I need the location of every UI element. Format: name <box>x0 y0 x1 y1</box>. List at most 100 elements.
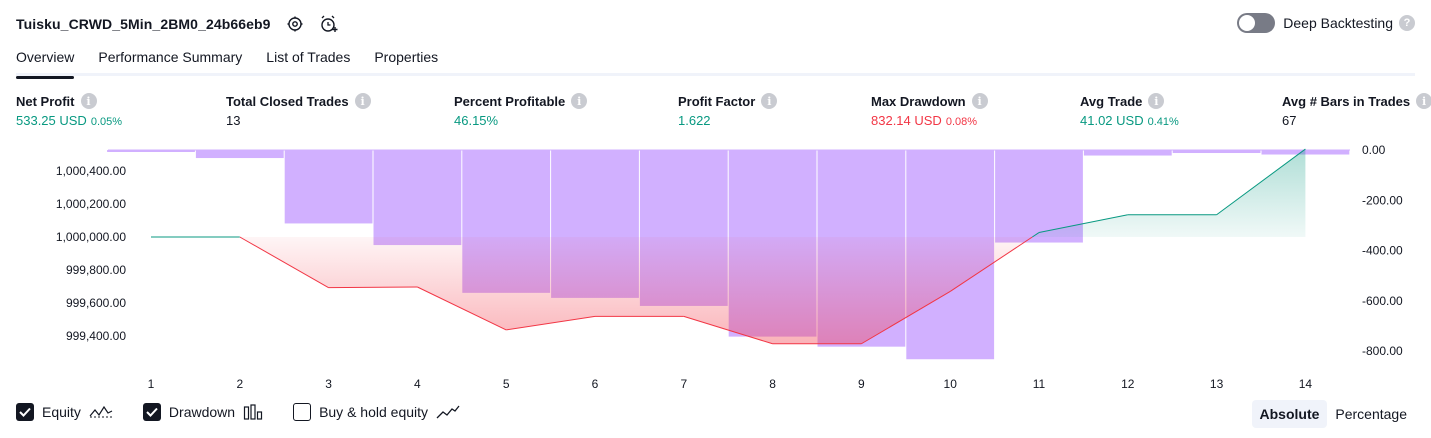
equity-line-segment <box>1032 232 1040 238</box>
info-icon[interactable]: i <box>571 93 588 109</box>
x-axis-tick: 12 <box>1121 377 1135 391</box>
right-axis-tick: 0.00 <box>1362 143 1386 157</box>
percentage-button[interactable]: Percentage <box>1335 406 1407 422</box>
metric-net-profit: Net Profit i 533.25 USD 0.05% <box>16 93 122 128</box>
info-icon[interactable]: i <box>1416 93 1431 109</box>
buy-hold-checkbox[interactable] <box>293 403 312 421</box>
x-axis-tick: 13 <box>1210 377 1224 391</box>
equity-line-segment <box>1038 214 1128 234</box>
metric-value: 67 <box>1282 113 1297 128</box>
equity-checkbox[interactable] <box>16 403 34 421</box>
deep-backtesting-label: Deep Backtesting <box>1283 15 1393 31</box>
metric-percent: 0.05% <box>90 116 123 128</box>
info-icon[interactable]: i <box>761 93 778 109</box>
tab-list-of-trades[interactable]: List of Trades <box>266 49 351 65</box>
metric-value: 832.14 USD <box>871 113 942 128</box>
drawdown-bar <box>373 150 462 246</box>
alarm-clock-plus-icon[interactable] <box>319 14 339 34</box>
left-axis-tick: 999,800.00 <box>66 263 126 277</box>
metric-value: 41.02 USD <box>1080 113 1144 128</box>
equity-line-segment <box>949 236 1033 292</box>
tab-performance-summary[interactable]: Performance Summary <box>98 49 243 65</box>
equity-areas <box>239 149 1306 344</box>
info-icon[interactable]: i <box>80 93 97 109</box>
x-axis: 1 2 3 4 5 6 7 8 9 10 11 12 13 14 <box>148 377 1313 391</box>
x-axis-tick: 9 <box>858 377 865 391</box>
metric-value: 533.25 USD <box>16 113 87 128</box>
legend-drawdown[interactable]: Drawdown <box>142 403 263 421</box>
strategy-title: Tuisku_CRWD_5Min_2BM0_24b66eb9 <box>16 16 271 32</box>
tab-properties[interactable]: Properties <box>374 49 439 65</box>
left-axis-tick: 1,000,200.00 <box>56 197 126 211</box>
x-axis-tick: 1 <box>148 377 155 391</box>
right-axis-tick: -200.00 <box>1362 193 1403 207</box>
deep-backtesting: Deep Backtesting ? <box>1237 13 1415 33</box>
metric-value: 46.15% <box>454 113 499 128</box>
drawdown-bar <box>1172 150 1261 154</box>
metric-label: Percent Profitable <box>454 93 566 109</box>
gear-icon[interactable] <box>285 14 305 34</box>
left-axis-tick: 999,400.00 <box>66 329 126 343</box>
metric-percent: 0.08% <box>945 116 978 128</box>
drawdown-bar <box>1083 150 1172 156</box>
x-axis-tick: 3 <box>325 377 332 391</box>
right-axis: 0.00 -200.00 -400.00 -600.00 -800.00 <box>1362 143 1403 358</box>
x-axis-tick: 10 <box>944 377 958 391</box>
metric-avg-bars: Avg # Bars in Trades i 67 <box>1282 93 1431 128</box>
metric-label: Profit Factor <box>678 93 756 109</box>
equity-line-icon <box>89 404 113 420</box>
legend-buy-hold[interactable]: Buy & hold equity <box>293 403 460 421</box>
x-axis-tick: 2 <box>236 377 243 391</box>
trend-line-icon <box>436 404 460 420</box>
tab-overview[interactable]: Overview <box>16 46 75 79</box>
equity-line-segment <box>239 236 329 289</box>
drawdown-bar <box>284 150 373 224</box>
metric-total-closed-trades: Total Closed Trades i 13 <box>226 93 371 128</box>
x-axis-tick: 5 <box>503 377 510 391</box>
legend-buy-hold-label: Buy & hold equity <box>319 404 429 420</box>
equity-line-segment <box>1216 148 1306 216</box>
drawdown-bar <box>195 150 284 159</box>
chart-legend: Equity Drawdown Buy & hold equity <box>16 403 490 421</box>
info-icon[interactable]: i <box>1148 93 1165 109</box>
right-axis-tick: -800.00 <box>1362 344 1403 358</box>
bar-chart-icon <box>243 404 263 420</box>
equity-gain-area <box>1032 149 1306 237</box>
equity-line-segment <box>683 315 773 345</box>
right-axis-tick: -600.00 <box>1362 294 1403 308</box>
legend-equity[interactable]: Equity <box>16 403 113 421</box>
metric-label: Net Profit <box>16 93 75 109</box>
help-icon[interactable]: ? <box>1399 15 1415 31</box>
metric-label: Avg # Bars in Trades <box>1282 93 1411 109</box>
metric-profit-factor: Profit Factor i 1.622 <box>678 93 778 128</box>
deep-backtesting-toggle[interactable] <box>1237 13 1276 33</box>
toggle-knob <box>1239 15 1256 31</box>
left-axis-tick: 1,000,400.00 <box>56 164 126 178</box>
metric-max-drawdown: Max Drawdown i 832.14 USD 0.08% <box>871 93 988 128</box>
equity-lines <box>151 148 1306 345</box>
legend-equity-label: Equity <box>42 404 81 420</box>
info-icon[interactable]: i <box>354 93 371 109</box>
left-axis-tick: 1,000,000.00 <box>56 230 126 244</box>
report-tabs: Overview Performance Summary List of Tra… <box>16 46 1415 79</box>
equity-line-segment <box>328 286 418 289</box>
x-axis-tick: 6 <box>592 377 599 391</box>
left-axis-tick: 999,600.00 <box>66 296 126 310</box>
equity-line-segment <box>506 315 596 331</box>
metric-label: Max Drawdown <box>871 93 966 109</box>
metric-percent-profitable: Percent Profitable i 46.15% <box>454 93 588 128</box>
x-axis-tick: 4 <box>414 377 421 391</box>
absolute-button[interactable]: Absolute <box>1251 400 1328 428</box>
metric-label: Total Closed Trades <box>226 93 349 109</box>
x-axis-tick: 14 <box>1299 377 1313 391</box>
legend-drawdown-label: Drawdown <box>168 404 236 420</box>
equity-drawdown-chart[interactable]: 1,000,400.00 1,000,200.00 1,000,000.00 999,… <box>0 140 1431 395</box>
metric-label: Avg Trade <box>1080 93 1143 109</box>
drawdown-bar <box>107 150 195 152</box>
right-axis-tick: -400.00 <box>1362 244 1403 258</box>
x-axis-tick: 8 <box>769 377 776 391</box>
strategy-header: Tuisku_CRWD_5Min_2BM0_24b66eb9 <box>16 12 339 36</box>
drawdown-checkbox[interactable] <box>142 403 161 421</box>
equity-line-segment <box>861 291 951 345</box>
info-icon[interactable]: i <box>971 93 988 109</box>
